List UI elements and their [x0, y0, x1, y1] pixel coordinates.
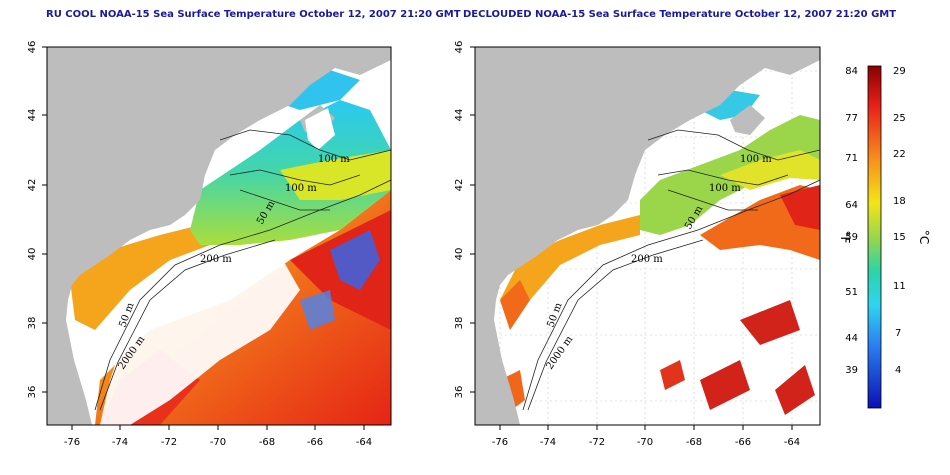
axis-right: -76 -74 -72 -70 -68 -66 -64 46 44 42 40 …: [454, 41, 800, 448]
sst-cold-patch-left: [330, 230, 380, 290]
cloud-bay-of-fundy-left: [305, 108, 335, 150]
x-tick-label-right: -76: [492, 437, 508, 448]
x-tick-label-left: -74: [112, 437, 128, 448]
sst-warm-streak-right-4: [660, 360, 685, 390]
x-tick-label-left: -70: [210, 437, 226, 448]
x-tick-label-left: -64: [356, 437, 372, 448]
land-right: [475, 47, 820, 425]
x-tick-label-right: -68: [686, 437, 702, 448]
contour-label: 200 m: [200, 254, 232, 265]
y-tick-label-right: 40: [454, 248, 465, 261]
colorbar-scale: [867, 65, 882, 409]
x-tick-label-left: -66: [307, 437, 323, 448]
sst-shelf-warm-right: [500, 280, 530, 330]
y-tick-label-left: 46: [27, 41, 38, 54]
x-tick-label-left: -68: [259, 437, 275, 448]
celsius-tick: 4: [895, 365, 901, 376]
contour-label: 100 m: [318, 154, 350, 165]
map-left: [47, 47, 391, 425]
y-tick-label-left: 36: [27, 386, 38, 399]
celsius-tick: 15: [893, 232, 906, 243]
y-tick-label-right: 46: [454, 41, 465, 54]
colorbar: 84 77 71 64 59 51 44 39 29 25 22 18 15 1…: [838, 65, 931, 409]
y-tick-label-right: 38: [454, 317, 465, 330]
fahrenheit-tick: 84: [845, 66, 858, 77]
bathymetry-contours-right: [522, 129, 820, 411]
axis-left: -76 -74 -72 -70 -68 -66 -64 46 44 42 40 …: [27, 41, 372, 448]
map-right: [475, 47, 820, 425]
celsius-tick: 25: [893, 113, 906, 124]
contour-label: 100 m: [285, 183, 317, 194]
sst-warm-streak-right-3: [775, 365, 815, 415]
y-tick-label-right: 44: [454, 109, 465, 122]
fahrenheit-tick: 71: [845, 153, 858, 164]
celsius-tick: 29: [893, 66, 906, 77]
x-tick-label-right: -70: [637, 437, 653, 448]
x-tick-label-right: -74: [540, 437, 556, 448]
map-title-right: DECLOUDED NOAA-15 Sea Surface Temperatur…: [463, 9, 897, 20]
x-tick-label-left: -72: [161, 437, 177, 448]
y-tick-label-left: 38: [27, 317, 38, 330]
y-tick-label-left: 40: [27, 248, 38, 261]
x-tick-label-right: -66: [735, 437, 751, 448]
sst-gulfstream-core-right: [780, 185, 820, 230]
y-tick-label-left: 44: [27, 109, 38, 122]
x-tick-label-left: -76: [64, 437, 80, 448]
fahrenheit-tick: 39: [845, 365, 858, 376]
x-tick-label-right: -64: [784, 437, 800, 448]
land-nova-scotia-right: [730, 105, 765, 135]
sst-shelf-band-left: [70, 225, 210, 330]
sst-cold-patch-left-2: [300, 290, 335, 330]
map-right-frame: [474, 46, 821, 426]
fahrenheit-unit-label: °F: [838, 231, 852, 244]
celsius-tick: 22: [893, 149, 906, 160]
sst-warm-streak-right-2: [700, 360, 750, 410]
bathymetry-contours-left: [94, 129, 391, 411]
contour-label: 100 m: [709, 183, 741, 194]
y-tick-label-right: 36: [454, 386, 465, 399]
fahrenheit-tick: 44: [845, 333, 858, 344]
y-tick-label-right: 42: [454, 179, 465, 192]
sst-georges-bank-left: [280, 150, 391, 200]
map-title-left: RU COOL NOAA-15 Sea Surface Temperature …: [46, 9, 461, 20]
fahrenheit-tick: 51: [845, 287, 858, 298]
cloud-region-left: [100, 250, 300, 425]
celsius-tick: 11: [893, 281, 906, 292]
land-left: [47, 47, 391, 425]
celsius-tick: 18: [893, 196, 906, 207]
contour-label: 100 m: [740, 154, 772, 165]
map-left-frame: [46, 46, 392, 426]
contour-label: 200 m: [631, 254, 663, 265]
celsius-tick: 7: [895, 328, 901, 339]
sst-warm-streak-right-1: [740, 300, 800, 345]
celsius-unit-label: °C: [917, 230, 931, 244]
sst-georges-bank-right: [720, 150, 820, 190]
fahrenheit-tick: 64: [845, 200, 858, 211]
x-tick-label-right: -72: [589, 437, 605, 448]
y-tick-label-left: 42: [27, 179, 38, 192]
sst-shelf-band-right: [500, 215, 640, 330]
fahrenheit-tick: 77: [845, 113, 858, 124]
fahrenheit-tick: 59: [845, 232, 858, 243]
